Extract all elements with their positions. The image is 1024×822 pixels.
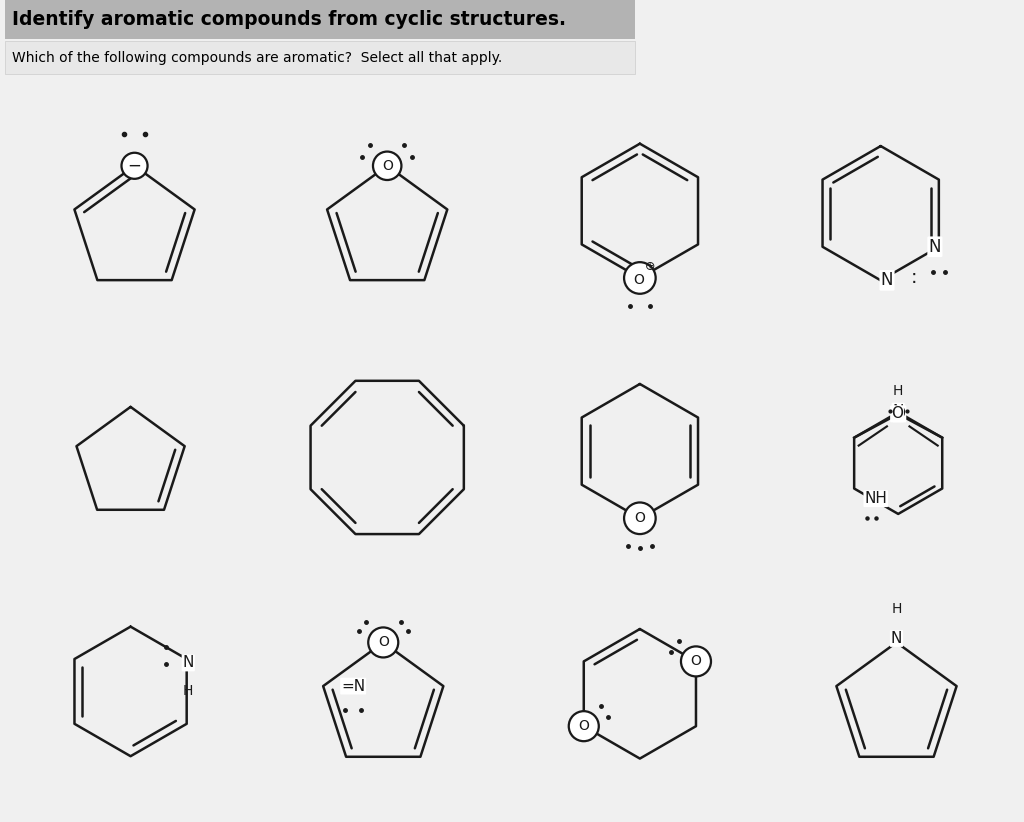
- Bar: [5, 41, 635, 74]
- Text: NH: NH: [864, 492, 887, 506]
- Text: Identify aromatic compounds from cyclic structures.: Identify aromatic compounds from cyclic …: [12, 10, 566, 30]
- Circle shape: [122, 153, 147, 179]
- Text: N: N: [182, 655, 194, 671]
- Circle shape: [681, 646, 711, 677]
- Text: N: N: [929, 238, 941, 256]
- Text: O: O: [891, 406, 903, 422]
- Text: N: N: [893, 404, 904, 418]
- Text: H: H: [183, 684, 194, 698]
- Text: O: O: [634, 273, 644, 287]
- Text: O: O: [690, 654, 701, 668]
- Bar: [5, 0, 635, 39]
- Text: H: H: [893, 384, 903, 398]
- Text: O: O: [893, 406, 905, 422]
- Circle shape: [624, 262, 655, 293]
- Text: :: :: [910, 268, 918, 287]
- Text: Which of the following compounds are aromatic?  Select all that apply.: Which of the following compounds are aro…: [12, 50, 503, 65]
- Text: N: N: [881, 271, 893, 289]
- Circle shape: [568, 711, 599, 741]
- Text: O: O: [635, 511, 645, 525]
- Text: =N: =N: [341, 679, 366, 694]
- Text: O: O: [382, 159, 392, 173]
- Circle shape: [624, 502, 655, 534]
- Text: H: H: [891, 603, 902, 616]
- Text: N: N: [891, 631, 902, 646]
- Text: O: O: [579, 719, 589, 733]
- Text: ⊕: ⊕: [645, 261, 655, 274]
- Circle shape: [373, 151, 401, 180]
- Text: O: O: [378, 635, 389, 649]
- Text: −: −: [128, 157, 141, 175]
- Circle shape: [369, 627, 398, 658]
